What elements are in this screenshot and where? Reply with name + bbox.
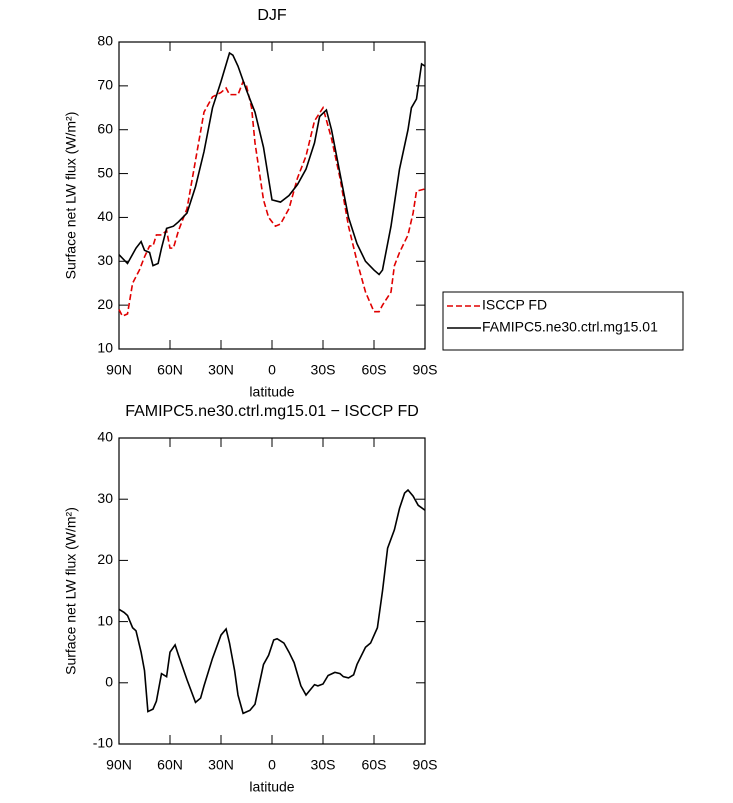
x-tick-label: 30S — [311, 757, 336, 773]
y-tick-label: 10 — [97, 340, 113, 356]
chart-title: DJF — [257, 7, 287, 24]
plot-frame — [118, 437, 426, 745]
chart-title: FAMIPC5.ne30.ctrl.mg15.01 − ISCCP FD — [125, 403, 419, 420]
series-line — [118, 79, 426, 318]
x-axis-title: latitude — [249, 779, 294, 795]
x-tick-label: 0 — [268, 362, 276, 378]
x-tick-label: 90S — [413, 757, 438, 773]
y-tick-label: 0 — [105, 674, 113, 690]
y-tick-label: 10 — [97, 612, 113, 628]
y-tick-label: 20 — [97, 551, 113, 567]
y-tick-label: 40 — [97, 208, 113, 224]
y-tick-label: 30 — [97, 490, 113, 506]
y-tick-label: 50 — [97, 164, 113, 180]
legend-label: FAMIPC5.ne30.ctrl.mg15.01 — [482, 319, 658, 335]
y-tick-label: -10 — [93, 735, 113, 751]
series-line — [118, 488, 426, 715]
x-tick-label: 60N — [157, 362, 183, 378]
legend-label: ISCCP FD — [482, 297, 547, 313]
x-tick-label: 30N — [208, 757, 234, 773]
x-axis-title: latitude — [249, 384, 294, 400]
x-tick-label: 0 — [268, 757, 276, 773]
y-axis-title: Surface net LW flux (W/m²) — [63, 507, 79, 675]
y-tick-label: 20 — [97, 296, 113, 312]
x-tick-label: 90S — [413, 362, 438, 378]
y-axis-title: Surface net LW flux (W/m²) — [63, 112, 79, 280]
y-tick-label: 30 — [97, 252, 113, 268]
y-tick-label: 70 — [97, 77, 113, 93]
x-tick-label: 60S — [362, 757, 387, 773]
x-tick-label: 90N — [106, 757, 132, 773]
x-tick-label: 60S — [362, 362, 387, 378]
series-line — [118, 51, 426, 276]
legend-box — [442, 291, 684, 351]
y-tick-label: 40 — [97, 429, 113, 445]
y-tick-label: 60 — [97, 120, 113, 136]
x-tick-label: 90N — [106, 362, 132, 378]
x-tick-label: 30N — [208, 362, 234, 378]
x-tick-label: 60N — [157, 757, 183, 773]
x-tick-label: 30S — [311, 362, 336, 378]
y-tick-label: 80 — [97, 33, 113, 49]
